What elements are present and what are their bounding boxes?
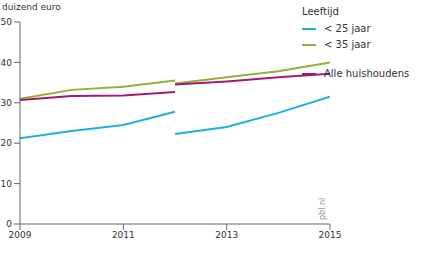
html-text:pbl.nl: pbl.nl xyxy=(318,197,327,220)
svg-text:2011: 2011 xyxy=(112,230,135,240)
svg-text:2015: 2015 xyxy=(319,230,342,240)
svg-text:2009: 2009 xyxy=(9,230,32,240)
html-text:< 25 jaar: < 25 jaar xyxy=(324,23,371,34)
svg-text:30: 30 xyxy=(8,98,12,108)
html-text:Leeftijd: Leeftijd xyxy=(302,6,339,17)
svg-text:50: 50 xyxy=(8,17,12,27)
svg-text:10: 10 xyxy=(8,179,12,189)
svg-text:2013: 2013 xyxy=(215,230,238,240)
svg-text:20: 20 xyxy=(8,138,12,148)
html-text:Alle huishoudens: Alle huishoudens xyxy=(324,68,410,79)
svg-text:0: 0 xyxy=(8,219,12,229)
html-text:duizend euro: duizend euro xyxy=(2,2,61,12)
svg-text:40: 40 xyxy=(8,58,12,68)
html-text:< 35 jaar: < 35 jaar xyxy=(324,39,371,50)
